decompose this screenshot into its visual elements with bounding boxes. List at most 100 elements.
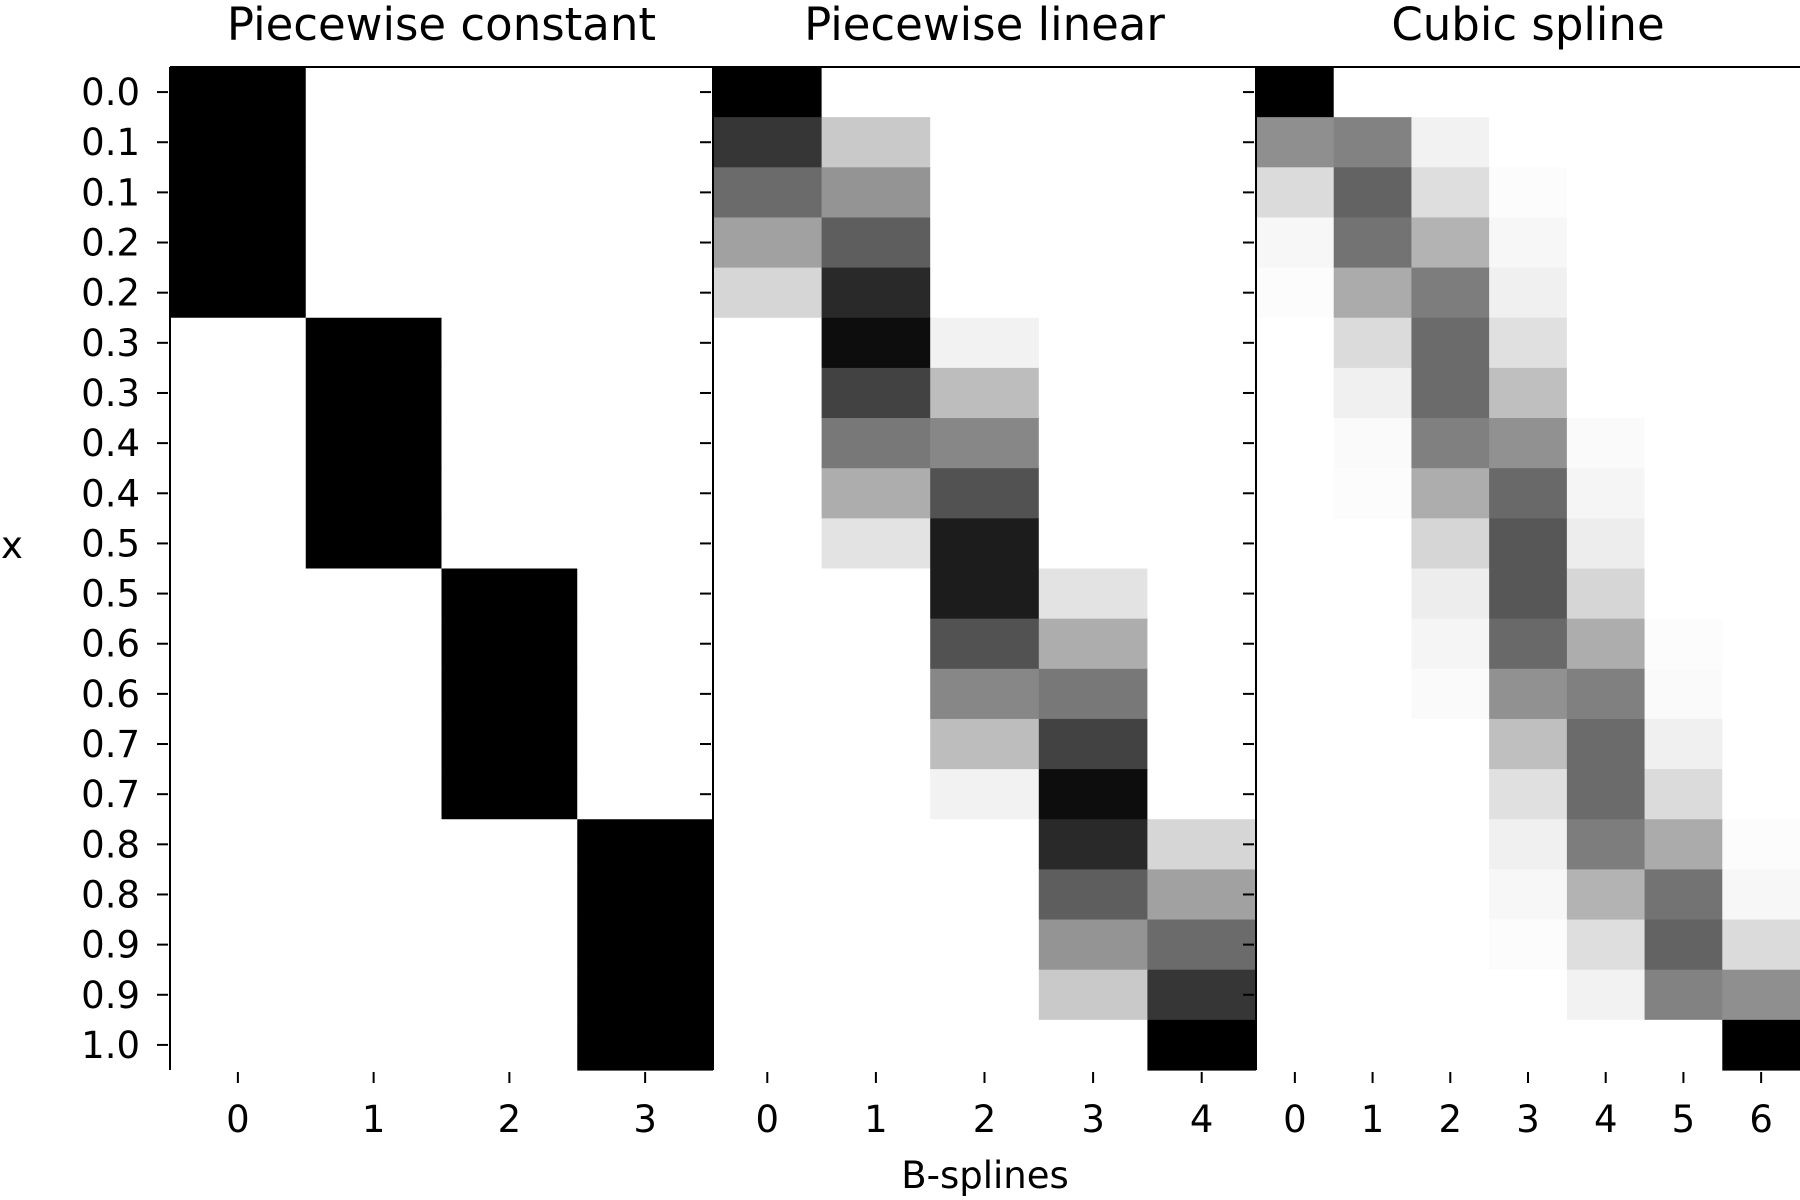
heatmap-cell [577,317,714,369]
heatmap-cell [441,167,578,219]
heatmap-cell [821,718,931,770]
heatmap-cell [1411,769,1490,820]
heatmap-cell [1644,418,1723,469]
heatmap-cell [1722,718,1800,770]
heatmap-cell [305,468,443,519]
y-tick-label: 0.7 [81,723,140,766]
heatmap-cell [821,518,931,570]
heatmap-cell [1489,217,1568,269]
heatmap-cell [1256,969,1335,1021]
heatmap-cell [1566,919,1646,971]
heatmap-cell [1038,267,1148,319]
y-tick-label: 0.2 [81,272,140,315]
heatmap-cell [1644,217,1723,269]
heatmap-cell [930,869,1040,921]
heatmap-cell [170,568,307,620]
heatmap-cell [1038,317,1148,369]
heatmap-cell [1038,718,1148,770]
heatmap-cell [305,518,443,570]
x-tick-label: 4 [1190,1098,1214,1141]
heatmap-cell [1256,1019,1335,1071]
heatmap-cell [1566,67,1646,118]
heatmap-cell [1147,367,1257,419]
heatmap-cell [441,518,578,570]
heatmap-cell [441,769,578,820]
heatmap-cell [1489,267,1568,319]
heatmap-cell [1489,317,1568,369]
heatmap-cell [1722,618,1800,670]
heatmap-cell [930,618,1040,670]
heatmap-cell [1256,117,1335,168]
heatmap-cell [1722,217,1800,269]
x-axis-label: B-splines [901,1154,1069,1197]
heatmap-cell [1489,819,1568,870]
heatmap-cell [1566,367,1646,419]
heatmap-cell [1147,1019,1257,1071]
y-tick-label: 0.8 [81,823,140,866]
heatmap-cell [713,618,823,670]
heatmap-cell [1722,518,1800,570]
heatmap-cell [441,668,578,720]
heatmap-cell [170,919,307,971]
heatmap-cell [1147,167,1257,219]
heatmap-cell [170,217,307,269]
heatmap-cell [713,67,823,118]
heatmap-cell [713,117,823,168]
heatmap-cell [1411,267,1490,319]
heatmap-cell [1256,618,1335,670]
heatmap-cell [1038,67,1148,118]
heatmap-cell [1722,317,1800,369]
heatmap-cell [1038,919,1148,971]
heatmap-cell [1038,167,1148,219]
heatmap-cell [930,919,1040,971]
heatmap-cell [170,267,307,319]
heatmap-cell [1256,919,1335,971]
heatmap-cell [821,769,931,820]
heatmap-cell [1147,317,1257,369]
heatmap-cell [1147,468,1257,519]
heatmap-cell [577,518,714,570]
heatmap-cell [1722,819,1800,870]
heatmap-cell [170,869,307,921]
heatmap-cell [1256,267,1335,319]
heatmap-cell [441,869,578,921]
y-tick-label: 0.5 [81,522,140,565]
heatmap-cell [713,1019,823,1071]
heatmap-cell [713,317,823,369]
heatmap-cell [930,267,1040,319]
heatmap-cell [930,418,1040,469]
heatmap-cell [930,217,1040,269]
y-tick-label: 0.3 [81,322,140,365]
heatmap-cell [1333,468,1413,519]
heatmap-cell [1038,518,1148,570]
heatmap-cell [1644,919,1723,971]
panel-2: Cubic spline 0 1 2 3 4 5 6 [1243,0,1800,1141]
heatmap-cell [1038,819,1148,870]
heatmap-cell [577,819,714,870]
heatmap-cell [1722,418,1800,469]
heatmap-cell [821,317,931,369]
heatmap-cell [1038,468,1148,519]
heatmap-cell [577,67,714,118]
x-tick-label: 1 [1361,1098,1385,1141]
heatmap-cell [441,317,578,369]
heatmap-cell [713,167,823,219]
heatmap-cell [1147,769,1257,820]
heatmap-cell [1722,267,1800,319]
heatmap-cell [441,718,578,770]
heatmap-cell [1256,819,1335,870]
heatmap-cell [577,217,714,269]
y-tick-label: 0.4 [81,422,140,465]
heatmap-cell [930,317,1040,369]
heatmap-cell [1722,769,1800,820]
heatmap-cell [1333,67,1413,118]
heatmap-cell [1411,618,1490,670]
heatmap-cell [441,367,578,419]
heatmap-cell [1566,518,1646,570]
heatmap-cell [930,769,1040,820]
heatmap-cell [1722,919,1800,971]
heatmap-cell [930,969,1040,1021]
heatmap-cell [821,668,931,720]
heatmap-cell [305,769,443,820]
heatmap-cell [1489,769,1568,820]
